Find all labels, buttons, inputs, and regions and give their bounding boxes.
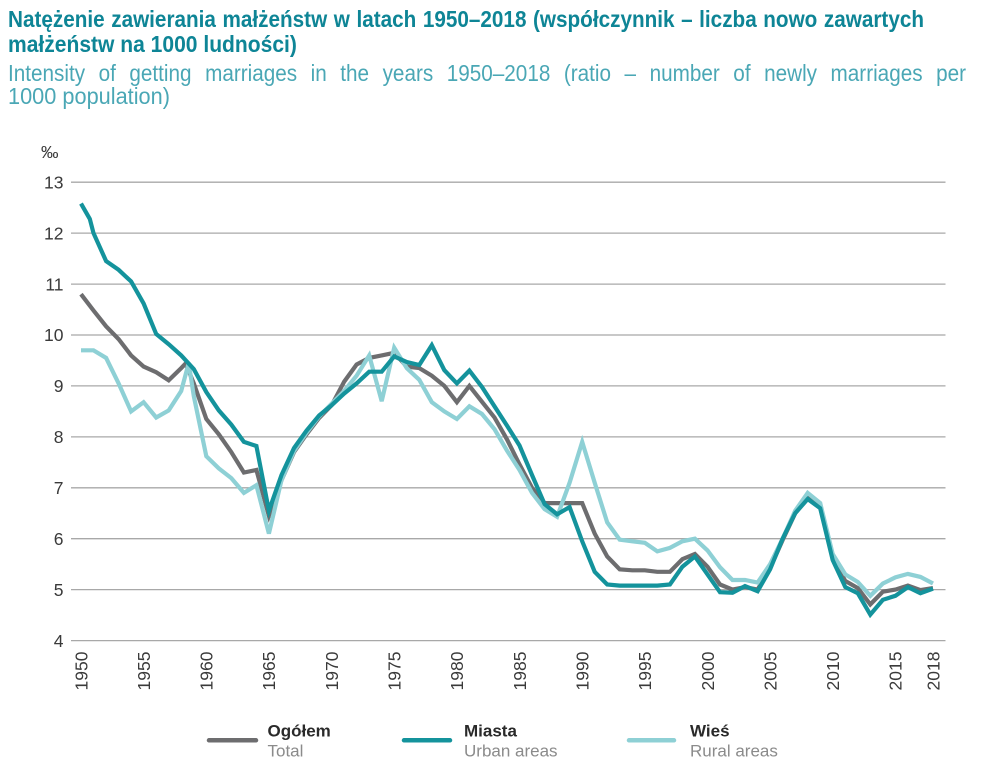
svg-text:10: 10 [44, 325, 64, 345]
svg-text:1965: 1965 [259, 652, 279, 691]
svg-text:2018: 2018 [923, 652, 943, 691]
svg-text:9: 9 [54, 376, 64, 396]
svg-text:Wieś: Wieś [690, 722, 730, 741]
svg-text:11: 11 [45, 274, 63, 294]
svg-text:1970: 1970 [322, 651, 342, 690]
svg-text:1985: 1985 [510, 652, 530, 691]
svg-text:5: 5 [54, 580, 64, 600]
svg-text:13: 13 [44, 172, 63, 192]
svg-text:1995: 1995 [635, 652, 655, 691]
svg-text:1980: 1980 [447, 651, 467, 690]
svg-text:Total: Total [268, 742, 304, 761]
svg-text:Rural areas: Rural areas [690, 742, 778, 761]
svg-text:Miasta: Miasta [464, 722, 517, 741]
svg-text:‰: ‰ [41, 142, 59, 162]
svg-text:2005: 2005 [760, 652, 780, 691]
svg-text:Ogółem: Ogółem [268, 722, 331, 741]
svg-text:8: 8 [54, 427, 64, 447]
svg-text:2015: 2015 [886, 652, 906, 691]
svg-text:2000: 2000 [698, 651, 718, 690]
svg-text:4: 4 [54, 631, 64, 651]
svg-text:12: 12 [44, 223, 63, 243]
svg-text:1975: 1975 [385, 652, 405, 691]
svg-text:1960: 1960 [197, 651, 217, 690]
svg-text:7: 7 [54, 478, 64, 498]
svg-text:2010: 2010 [823, 651, 843, 690]
svg-text:1950: 1950 [71, 651, 91, 690]
svg-text:1955: 1955 [134, 652, 154, 691]
svg-text:6: 6 [54, 529, 64, 549]
svg-text:1990: 1990 [573, 651, 593, 690]
svg-text:Urban areas: Urban areas [464, 742, 558, 761]
